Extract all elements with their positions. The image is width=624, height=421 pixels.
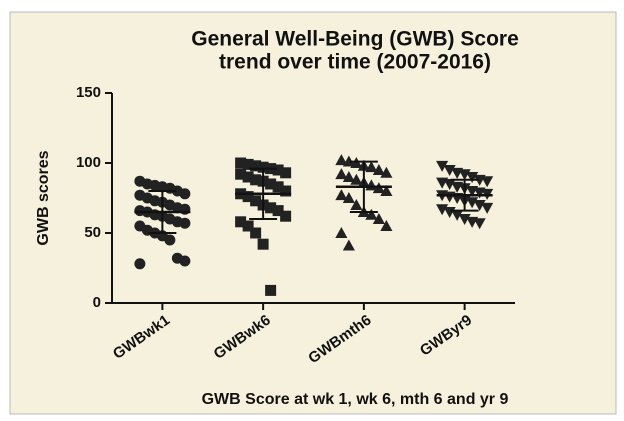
point: [436, 204, 449, 216]
point: [342, 170, 355, 182]
point: [250, 227, 262, 239]
point: [335, 226, 348, 238]
point: [242, 171, 254, 183]
point: [179, 188, 191, 200]
point: [242, 158, 254, 170]
point: [257, 161, 269, 173]
point: [242, 220, 254, 232]
point: [436, 160, 449, 172]
point: [235, 157, 247, 169]
point: [342, 155, 355, 167]
point: [466, 197, 479, 209]
point: [235, 216, 247, 228]
point: [335, 154, 348, 166]
point: [335, 189, 348, 201]
point: [265, 202, 277, 214]
point: [342, 191, 355, 203]
point: [179, 255, 191, 267]
point: [380, 166, 393, 178]
point: [272, 205, 284, 217]
point: [372, 212, 385, 224]
point: [481, 202, 494, 214]
point: [466, 172, 479, 184]
point: [250, 174, 262, 186]
point: [443, 179, 456, 191]
y-tick-label: 150: [76, 84, 101, 101]
point: [235, 168, 247, 180]
chart-title: General Well-Being (GWB) Score: [191, 28, 519, 51]
point: [380, 184, 393, 196]
point: [250, 195, 262, 207]
point: [242, 191, 254, 203]
point: [265, 284, 277, 296]
point: [250, 160, 262, 172]
point: [257, 238, 269, 250]
point: [280, 167, 292, 179]
point: [365, 208, 378, 220]
point: [372, 163, 385, 175]
point: [458, 214, 471, 226]
y-tick-label: 0: [93, 294, 101, 311]
point: [380, 219, 393, 231]
point: [473, 200, 486, 212]
point: [265, 178, 277, 190]
point: [473, 218, 486, 230]
point: [342, 239, 355, 251]
y-axis-label: GWB scores: [35, 150, 52, 245]
point: [164, 234, 176, 246]
y-tick-label: 100: [76, 154, 101, 171]
point: [350, 198, 363, 210]
point: [365, 161, 378, 173]
point: [481, 176, 494, 188]
point: [134, 258, 146, 270]
point: [350, 173, 363, 185]
y-tick-label: 50: [84, 224, 101, 241]
point: [280, 210, 292, 222]
point: [458, 169, 471, 181]
point: [272, 181, 284, 193]
chart-subtitle: trend over time (2007-2016): [219, 51, 491, 74]
point: [335, 168, 348, 180]
x-axis-label: GWB Score at wk 1, wk 6, mth 6 and yr 9: [202, 391, 509, 408]
point: [272, 164, 284, 176]
point: [280, 185, 292, 197]
point: [443, 165, 456, 177]
point: [451, 209, 464, 221]
point: [179, 217, 191, 229]
